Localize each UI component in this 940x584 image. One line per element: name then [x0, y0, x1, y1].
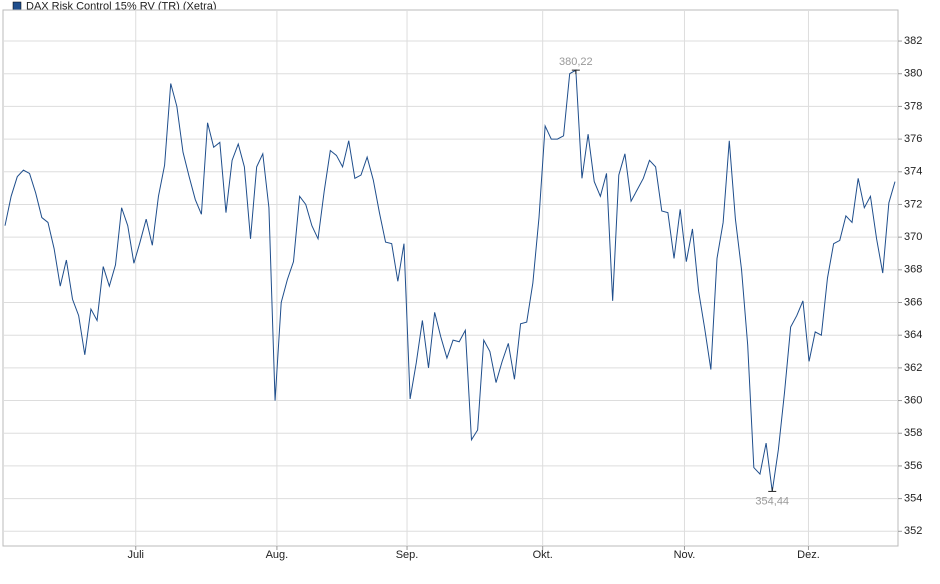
y-tick-label: 362 — [904, 362, 922, 374]
y-tick-label: 376 — [904, 133, 922, 145]
y-tick-label: 382 — [904, 35, 922, 47]
legend-swatch — [12, 1, 22, 11]
x-tick-label: Juli — [127, 549, 144, 561]
y-tick-label: 368 — [904, 264, 922, 276]
x-tick-label: Dez. — [797, 549, 820, 561]
x-tick-label: Okt. — [533, 549, 553, 561]
line-series — [4, 69, 896, 492]
annotation-label: 354,44 — [755, 495, 789, 507]
y-tick-label: 370 — [904, 231, 922, 243]
y-tick-label: 374 — [904, 166, 922, 178]
x-tick-label: Nov. — [674, 549, 696, 561]
y-tick-label: 364 — [904, 329, 922, 341]
y-tick-label: 380 — [904, 68, 922, 80]
y-tick-label: 358 — [904, 427, 922, 439]
y-tick-label: 366 — [904, 296, 922, 308]
x-tick-label: Aug. — [266, 549, 289, 561]
legend-label: DAX Risk Control 15% RV (TR) (Xetra) — [26, 0, 217, 12]
y-tick-label: 378 — [904, 100, 922, 112]
x-tick-label: Sep. — [396, 549, 419, 561]
y-tick-label: 360 — [904, 394, 922, 406]
y-tick-label: 356 — [904, 460, 922, 472]
annotation-label: 380,22 — [559, 56, 593, 68]
y-tick-label: 352 — [904, 525, 922, 537]
y-tick-label: 372 — [904, 198, 922, 210]
plot-area — [2, 9, 899, 547]
y-tick-label: 354 — [904, 493, 922, 505]
